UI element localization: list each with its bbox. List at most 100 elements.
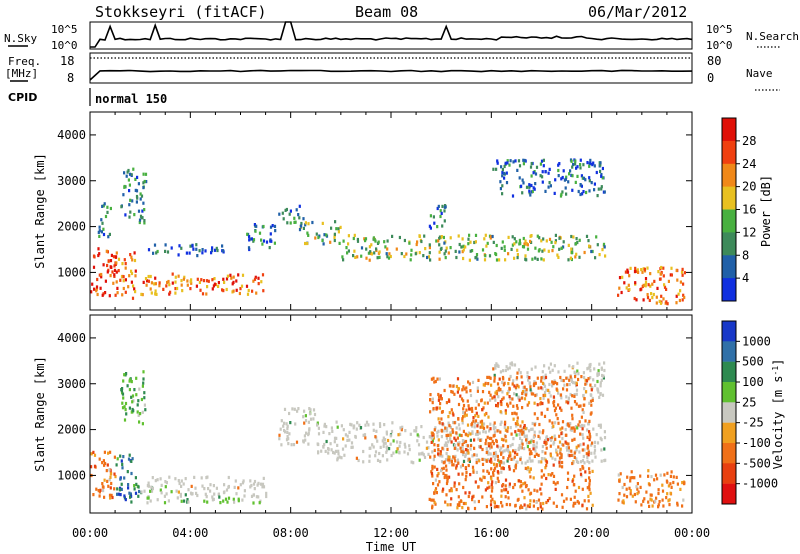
power-cell: [511, 194, 515, 198]
power-cell: [325, 233, 328, 237]
velocity-cell: [562, 387, 565, 391]
power-cell: [655, 295, 658, 299]
power-cell: [621, 275, 624, 279]
velocity-cell: [363, 433, 367, 437]
velocity-cell: [504, 428, 507, 432]
velocity-cell: [504, 409, 507, 413]
velocity-cell: [457, 443, 460, 447]
velocity-cell: [437, 417, 440, 421]
power-cell: [174, 291, 177, 295]
velocity-cell: [385, 432, 388, 436]
power-cell: [547, 185, 550, 189]
velocity-cell: [553, 364, 556, 368]
power-cell: [659, 301, 663, 305]
velocity-cell: [342, 437, 345, 441]
power-cell: [162, 287, 165, 291]
velocity-cell: [552, 382, 555, 386]
velocity-cell: [573, 455, 576, 459]
velocity-cell: [503, 381, 506, 385]
velocity-cell: [201, 484, 204, 488]
velocity-cell: [454, 459, 457, 463]
power-cell: [104, 279, 107, 283]
power-cell: [117, 257, 121, 261]
velocity-cell: [501, 380, 504, 385]
velocity-cell: [570, 426, 573, 430]
power-cell: [145, 180, 148, 184]
velocity-cell: [561, 426, 564, 430]
velocity-cell: [544, 466, 547, 470]
power-cell: [352, 236, 355, 241]
velocity-cell: [590, 393, 593, 397]
power-cell: [142, 201, 145, 205]
velocity-cell: [442, 461, 445, 465]
power-cell: [225, 277, 229, 281]
power-cell: [241, 273, 245, 277]
power-cell: [496, 159, 499, 163]
time-axis-label: Time UT: [366, 540, 417, 554]
power-cell: [176, 286, 179, 291]
power-cell: [262, 239, 266, 243]
power-cell: [588, 244, 591, 248]
velocity-cell: [437, 471, 440, 476]
velocity-cell: [130, 500, 133, 504]
power-cell: [501, 192, 504, 196]
power-cell: [182, 277, 185, 281]
power-cell: [137, 209, 141, 213]
velocity-cell: [584, 382, 587, 386]
velocity-cell: [421, 451, 424, 455]
velocity-cell: [540, 386, 543, 390]
power-cell: [429, 258, 432, 262]
velocity-cell: [552, 442, 555, 446]
power-cell: [353, 233, 356, 237]
power-cell: [289, 209, 292, 213]
velocity-cell: [194, 486, 197, 490]
velocity-cell: [501, 450, 504, 454]
power-cell: [438, 243, 441, 247]
velocity-cell: [567, 446, 570, 450]
velocity-cell: [490, 483, 493, 487]
velocity-cell: [149, 489, 152, 493]
velocity-cell: [97, 489, 100, 493]
power-cell: [624, 270, 627, 274]
power-cell: [538, 248, 541, 252]
power-cell: [518, 176, 521, 180]
power-cell: [525, 242, 528, 246]
power-cell: [149, 274, 152, 279]
velocity-cell: [525, 426, 528, 431]
velocity-cell: [491, 480, 494, 484]
power-cell: [428, 224, 431, 228]
velocity-cell: [121, 462, 124, 466]
power-cell: [106, 250, 109, 254]
velocity-cell: [467, 444, 470, 448]
velocity-cell: [177, 479, 180, 483]
velocity-cell: [374, 435, 377, 439]
power-cell: [536, 257, 539, 261]
velocity-cell: [338, 455, 341, 459]
nsearch-tick-bottom: 10^0: [706, 39, 733, 52]
power-cell: [258, 231, 262, 235]
velocity-cell: [583, 397, 586, 401]
velocity-cell: [456, 458, 460, 462]
velocity-cell: [570, 428, 574, 432]
power-cell: [531, 189, 534, 194]
velocity-cell: [656, 477, 659, 481]
velocity-cell: [257, 481, 260, 485]
velocity-cell: [603, 368, 606, 373]
velocity-cell: [218, 495, 221, 499]
velocity-cell: [574, 425, 578, 429]
velocity-cell: [134, 491, 138, 495]
velocity-cell: [597, 423, 600, 427]
power-cell: [211, 287, 214, 291]
velocity-cell: [492, 451, 496, 455]
velocity-cell: [577, 460, 580, 464]
power-cell: [416, 240, 419, 244]
velocity-cell: [444, 500, 447, 504]
power-cell: [192, 247, 195, 251]
velocity-cell: [514, 448, 517, 453]
power-cell: [124, 290, 127, 294]
velocity-cell: [523, 434, 526, 438]
power-cell: [454, 249, 457, 253]
power-cell: [248, 238, 251, 242]
velocity-cell: [176, 496, 179, 500]
velocity-cell: [129, 495, 132, 499]
